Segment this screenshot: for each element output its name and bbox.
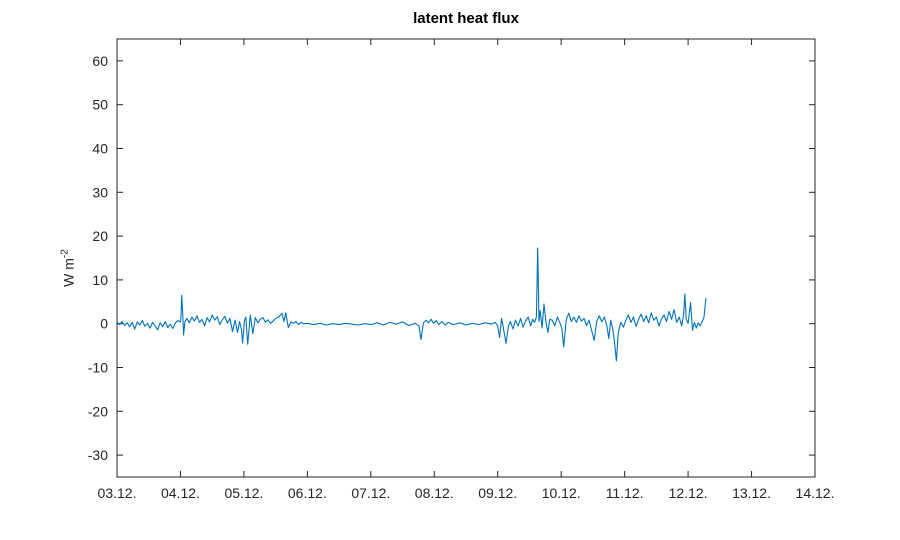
- x-tick-label: 08.12.: [415, 485, 454, 501]
- x-tick-label: 13.12.: [732, 485, 771, 501]
- y-tick-label: -10: [88, 360, 108, 376]
- y-tick-label: 0: [100, 316, 108, 332]
- y-tick-label: 40: [92, 141, 108, 157]
- x-tick-label: 05.12.: [224, 485, 263, 501]
- x-tick-label: 09.12.: [478, 485, 517, 501]
- y-tick-label: -20: [88, 403, 108, 419]
- y-tick-label: 20: [92, 228, 108, 244]
- y-tick-label: 10: [92, 272, 108, 288]
- y-tick-label: 60: [92, 53, 108, 69]
- axes-box: [116, 38, 816, 478]
- x-tick-label: 04.12.: [161, 485, 200, 501]
- x-tick-label: 06.12.: [288, 485, 327, 501]
- x-tick-label: 14.12.: [796, 485, 835, 501]
- y-tick-label: -30: [88, 447, 108, 463]
- x-tick-label: 07.12.: [351, 485, 390, 501]
- x-tick-label: 03.12.: [98, 485, 137, 501]
- x-tick-label: 10.12.: [542, 485, 581, 501]
- x-tick-label: 11.12.: [606, 485, 644, 501]
- y-tick-label: 50: [92, 97, 108, 113]
- x-tick-label: 12.12.: [669, 485, 708, 501]
- y-tick-label: 30: [92, 184, 108, 200]
- chart-title: latent heat flux: [413, 10, 519, 27]
- latent-heat-flux-line: [116, 247, 707, 362]
